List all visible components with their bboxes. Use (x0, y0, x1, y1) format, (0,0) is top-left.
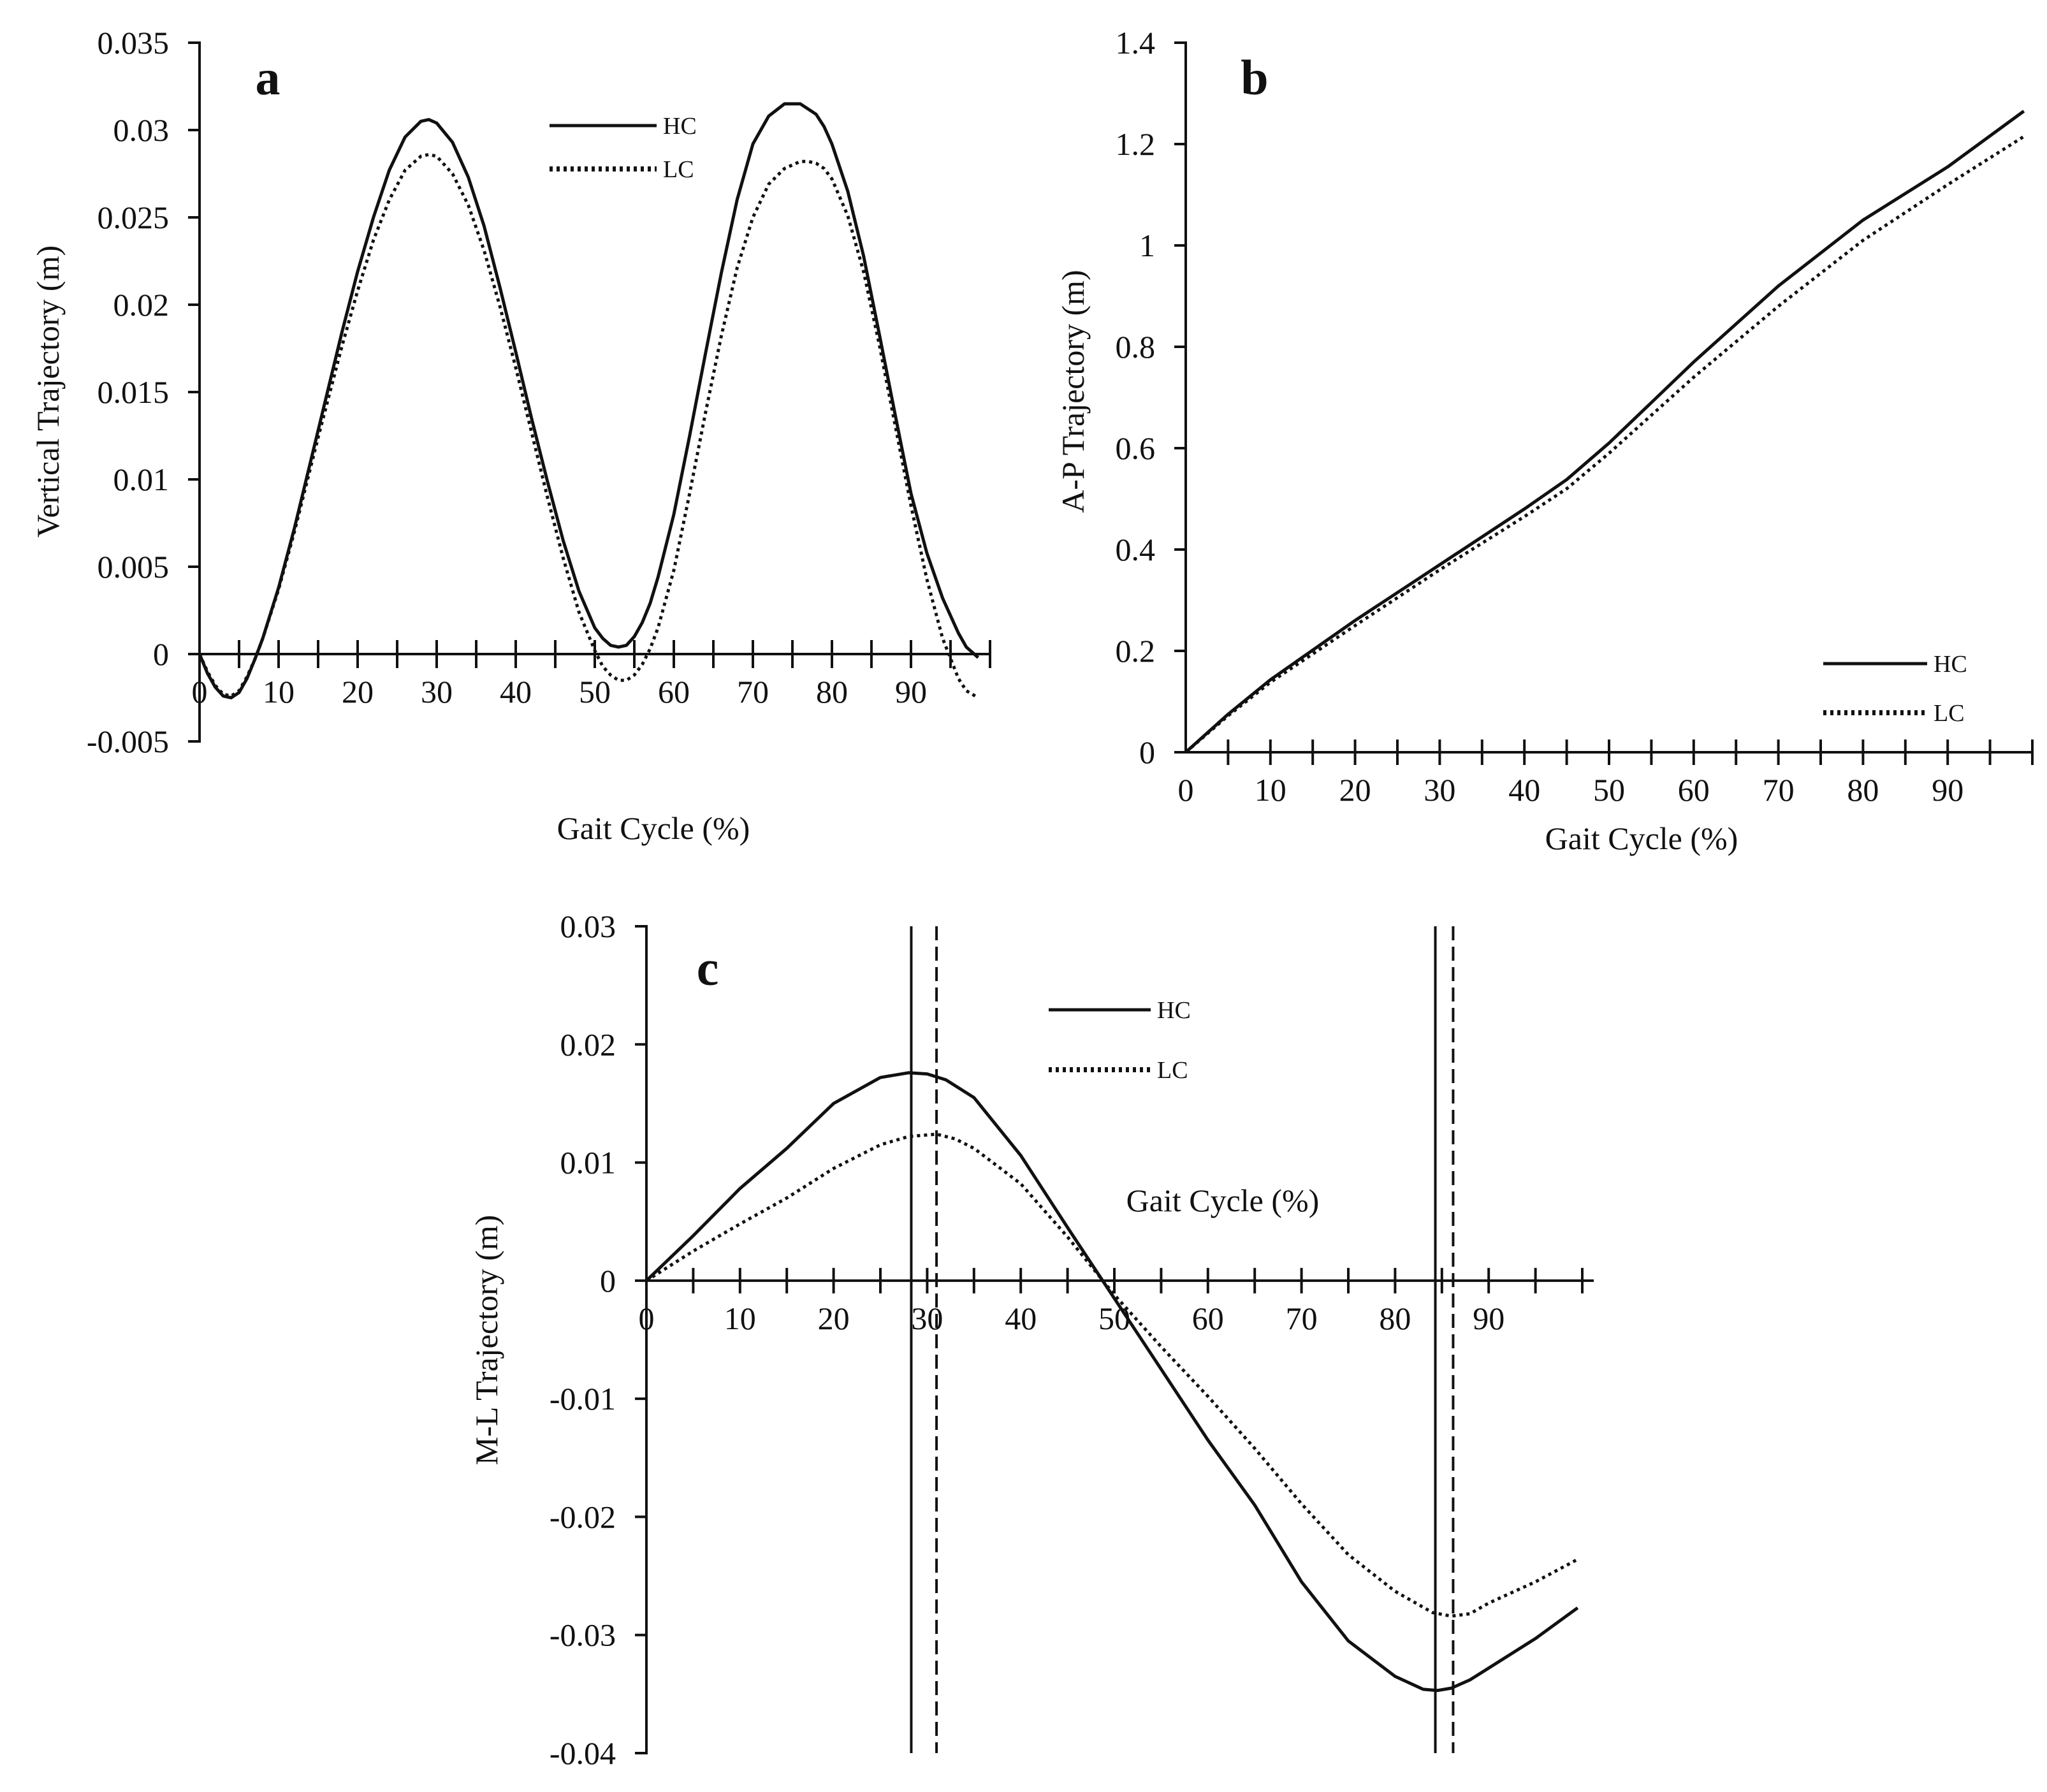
y-tick-label: 0 (600, 1263, 616, 1299)
x-tick-label: 90 (1473, 1300, 1504, 1336)
x-tick-label: 20 (1339, 772, 1371, 808)
legend: HC LC (1049, 997, 1191, 1084)
x-tick-label: 30 (421, 674, 453, 710)
x-tick-label: 70 (1286, 1300, 1318, 1336)
y-tick-label: 1 (1139, 228, 1155, 263)
y-tick-label: 0.03 (113, 112, 170, 148)
x-tick-label: 40 (1508, 772, 1540, 808)
x-tick-label: 60 (1678, 772, 1710, 808)
legend: HC LC (1823, 651, 1967, 727)
y-tick-label: 0.005 (98, 549, 170, 585)
panel-b-ap-trajectory: 0 0.2 0.4 0.6 0.8 1 1.2 1.4 0 10 20 30 40 50 60 70 80 90 G… (1055, 25, 2034, 856)
x-tick-label: 80 (1379, 1300, 1411, 1336)
x-tick-label: 50 (1098, 1300, 1130, 1336)
legend-label-hc: HC (1157, 997, 1191, 1024)
y-tick-label: -0.01 (550, 1381, 616, 1417)
y-tick-label: -0.005 (87, 724, 169, 759)
y-tick-label: 0 (153, 636, 169, 672)
y-tick-label: 0.02 (560, 1026, 616, 1062)
x-tick-label: 70 (1763, 772, 1795, 808)
panel-letter: a (256, 50, 280, 105)
x-tick-label: 40 (500, 674, 532, 710)
series-line-lc (1184, 135, 2025, 754)
legend-label-lc: LC (1157, 1057, 1188, 1084)
y-tick-label: 0.8 (1116, 329, 1156, 365)
y-tick-label: 1.2 (1116, 126, 1156, 162)
y-tick-label: 0.015 (98, 374, 170, 410)
series-line-lc (198, 152, 979, 699)
legend-label-lc: LC (663, 156, 694, 183)
x-tick-label: 0 (639, 1300, 655, 1336)
x-tick-label: 70 (737, 674, 769, 710)
x-tick-label: 0 (192, 674, 208, 710)
y-tick-label: 0.035 (98, 25, 170, 61)
x-tick-label: 90 (1932, 772, 1963, 808)
x-axis-title: Gait Cycle (%) (557, 810, 750, 846)
panel-c-ml-trajectory: -0.04 -0.03 -0.02 -0.01 0 0.01 0.02 0.03 0 10 20 30… (469, 908, 1594, 1771)
legend-label-hc: HC (663, 113, 697, 140)
y-tick-label: -0.02 (550, 1499, 616, 1534)
panel-letter: b (1241, 50, 1268, 105)
x-axis-title: Gait Cycle (%) (1126, 1183, 1320, 1218)
x-tick-label: 20 (342, 674, 374, 710)
x-tick-label: 60 (658, 674, 690, 710)
x-tick-label: 10 (724, 1300, 756, 1336)
x-tick-label: 10 (263, 674, 295, 710)
y-axis-title: A-P Trajectory (m) (1055, 270, 1091, 513)
y-tick-label: -0.03 (550, 1617, 616, 1653)
x-tick-label: 50 (579, 674, 611, 710)
y-axis-title: Vertical Trajectory (m) (30, 245, 66, 537)
x-tick-label: 30 (911, 1300, 943, 1336)
x-axis-title: Gait Cycle (%) (1545, 820, 1738, 856)
x-tick-label: 80 (1847, 772, 1879, 808)
y-tick-label: 0.025 (98, 200, 170, 235)
x-tick-label: 40 (1005, 1300, 1037, 1336)
series-line-hc (198, 102, 980, 699)
y-tick-label: 0.2 (1116, 633, 1156, 669)
x-tick-label: 10 (1255, 772, 1286, 808)
y-tick-label: -0.04 (550, 1735, 616, 1771)
x-tick-label: 80 (816, 674, 848, 710)
y-tick-label: 0 (1139, 734, 1155, 770)
legend-label-hc: HC (1934, 651, 1967, 678)
y-tick-label: 1.4 (1116, 25, 1156, 61)
y-tick-label: 0.4 (1116, 532, 1156, 567)
y-axis-title: M-L Trajectory (m) (469, 1215, 504, 1466)
y-tick-label: 0.02 (113, 287, 170, 323)
y-tick-label: 0.6 (1116, 430, 1156, 466)
panel-a-vertical-trajectory: -0.005 0 0.005 0.01 0.015 0.02 0.025 0.03 0.035 0… (30, 25, 991, 846)
legend-label-lc: LC (1934, 700, 1965, 727)
x-tick-label: 20 (818, 1300, 850, 1336)
y-tick-label: 0.01 (113, 462, 170, 497)
series-line-lc (645, 1132, 1578, 1618)
y-tick-label: 0.01 (560, 1145, 616, 1181)
y-tick-label: 0.03 (560, 908, 616, 944)
x-tick-label: 50 (1593, 772, 1625, 808)
x-tick-label: 0 (1178, 772, 1194, 808)
panel-letter: c (697, 940, 719, 996)
legend: HC LC (550, 113, 697, 183)
x-tick-label: 90 (895, 674, 927, 710)
series-line-hc (1184, 110, 2025, 754)
x-tick-label: 30 (1424, 772, 1455, 808)
x-tick-label: 60 (1192, 1300, 1224, 1336)
series-line-hc (645, 1071, 1579, 1693)
